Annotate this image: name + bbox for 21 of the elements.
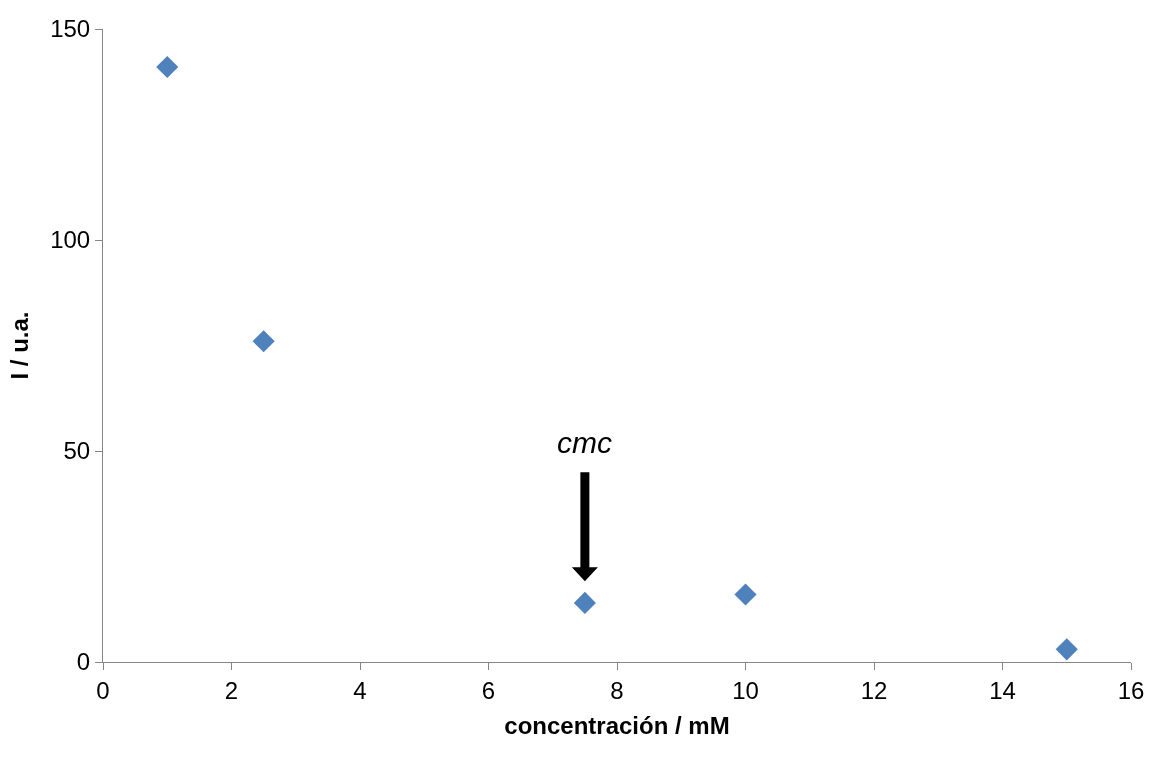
point <box>1055 638 1078 661</box>
x-tick-label: 0 <box>96 676 110 704</box>
x-tick-label: 16 <box>1117 676 1145 704</box>
x-tick-label: 8 <box>610 676 624 704</box>
x-tick-label: 12 <box>860 676 888 704</box>
point <box>573 591 596 614</box>
x-tick-label: 10 <box>732 676 759 704</box>
point <box>252 330 275 353</box>
point <box>734 583 757 606</box>
y-tick-label: 50 <box>63 437 91 465</box>
annotation: cmc <box>557 426 612 459</box>
y-tick-label: 100 <box>50 226 91 254</box>
x-tick-label: 6 <box>481 676 496 704</box>
x-tick-label: 2 <box>224 676 239 704</box>
y-tick-label: 150 <box>50 15 91 43</box>
x-tick-label: 4 <box>353 676 367 704</box>
point <box>156 55 179 79</box>
y-tick-label: 0 <box>76 648 91 676</box>
y-axis-title: I / u.a. <box>6 311 34 380</box>
x-axis-title: concentración / mM <box>504 712 730 740</box>
x-tick-label: 14 <box>989 676 1016 704</box>
